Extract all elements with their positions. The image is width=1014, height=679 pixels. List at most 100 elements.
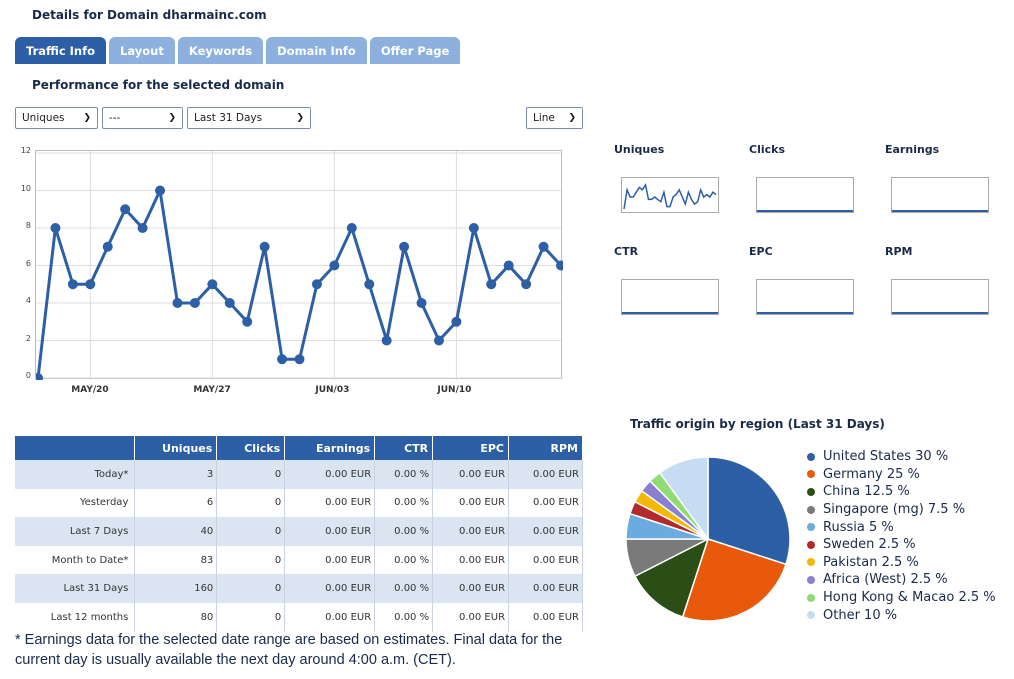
column-header: Earnings: [284, 436, 376, 460]
data-point[interactable]: [33, 373, 43, 383]
metric-select[interactable]: Uniques ❯: [15, 107, 98, 129]
pie-legend: United States 30 % Germany 25 % China 12.5…: [807, 448, 996, 624]
row-label: Last 12 months: [15, 602, 136, 632]
legend-dot-icon: [807, 540, 815, 549]
data-point[interactable]: [277, 354, 288, 365]
y-tick-label: 0: [25, 371, 31, 380]
data-point[interactable]: [224, 298, 235, 308]
performance-chart: [33, 150, 566, 383]
data-point[interactable]: [172, 298, 183, 308]
legend-label: Other 10 %: [823, 607, 898, 623]
legend-dot-icon: [807, 523, 815, 532]
mini-chart-ctr[interactable]: [621, 279, 719, 315]
date-range-select-value: Last 31 Days: [194, 112, 263, 124]
table-cell: 0: [216, 602, 286, 632]
tab-layout[interactable]: Layout: [109, 37, 175, 64]
x-tick-label: JUN/10: [437, 385, 472, 395]
chart-type-select[interactable]: Line ❯: [526, 107, 583, 129]
data-point[interactable]: [399, 241, 410, 252]
data-point[interactable]: [381, 335, 392, 346]
data-point[interactable]: [207, 279, 218, 290]
data-point[interactable]: [67, 279, 78, 290]
data-point[interactable]: [521, 279, 532, 290]
tab-offer-page[interactable]: Offer Page: [369, 37, 461, 64]
pie-slice[interactable]: [658, 456, 709, 542]
table-cell: 0.00 EUR: [508, 488, 583, 518]
data-point[interactable]: [486, 279, 497, 290]
data-point[interactable]: [311, 279, 322, 290]
data-point[interactable]: [451, 316, 462, 327]
table-cell: 0.00 EUR: [432, 602, 510, 632]
mini-chart-uniques[interactable]: [621, 177, 719, 213]
legend-label: Africa (West) 2.5 %: [823, 572, 948, 588]
table-cell: 0.00 EUR: [508, 460, 583, 489]
tab-keywords[interactable]: Keywords: [177, 37, 264, 64]
table-cell: 3: [134, 460, 218, 489]
table-cell: 0.00 EUR: [432, 517, 510, 546]
data-point[interactable]: [242, 316, 253, 327]
table-cell: 0.00 EUR: [284, 488, 376, 518]
data-point[interactable]: [468, 223, 479, 233]
row-label: Last 31 Days: [15, 574, 136, 603]
data-point[interactable]: [189, 298, 200, 308]
legend-dot-icon: [807, 452, 815, 461]
data-point[interactable]: [416, 298, 427, 308]
mini-chart-rpm[interactable]: [891, 279, 989, 315]
legend-dot-icon: [807, 575, 815, 584]
mini-chart-clicks[interactable]: [756, 177, 854, 213]
x-tick-label: MAY/27: [193, 385, 231, 395]
table-row: Last 7 Days 40 0 0.00 EUR 0.00 % 0.00 EUR 0.00…: [15, 517, 583, 546]
data-point[interactable]: [120, 204, 131, 215]
data-point[interactable]: [259, 241, 270, 252]
table-cell: 0.00 %: [374, 574, 434, 603]
legend-item: Sweden 2.5 %: [807, 536, 996, 554]
data-point[interactable]: [294, 354, 305, 365]
data-point[interactable]: [503, 260, 514, 271]
legend-item: Pakistan 2.5 %: [807, 554, 996, 572]
column-header: CTR: [374, 436, 434, 460]
tab-domain-info[interactable]: Domain Info: [266, 37, 367, 64]
pie-slice[interactable]: [633, 537, 710, 618]
table-cell: 0.00 EUR: [284, 602, 376, 632]
data-point[interactable]: [155, 185, 166, 196]
table-header-row: Uniques Clicks Earnings CTR EPC RPM: [15, 436, 583, 460]
table-cell: 0.00 EUR: [284, 517, 376, 546]
mini-label-ctr: CTR: [614, 245, 639, 258]
metric-select-value: Uniques: [22, 112, 65, 124]
table-cell: 6: [134, 488, 218, 518]
data-point[interactable]: [102, 241, 113, 252]
mini-chart-epc[interactable]: [756, 279, 854, 315]
data-point[interactable]: [50, 223, 61, 233]
table-cell: 160: [134, 574, 218, 603]
x-tick-label: JUN/03: [315, 385, 350, 395]
table-row: Month to Date* 83 0 0.00 EUR 0.00 % 0.00 EUR 0…: [15, 545, 583, 575]
table-cell: 0.00 %: [374, 545, 434, 575]
y-tick-label: 12: [20, 146, 31, 155]
mini-chart-earnings[interactable]: [891, 177, 989, 213]
compare-select[interactable]: --- ❯: [102, 107, 183, 129]
table-cell: 0: [216, 488, 286, 518]
data-point[interactable]: [433, 335, 444, 346]
mini-label-rpm: RPM: [885, 245, 913, 258]
legend-item: Hong Kong & Macao 2.5 %: [807, 589, 996, 607]
pie-slice[interactable]: [681, 538, 787, 622]
chevron-down-icon: ❯: [568, 113, 576, 123]
tab-traffic-info[interactable]: Traffic Info: [15, 37, 107, 64]
data-point[interactable]: [329, 260, 340, 271]
table-cell: 83: [134, 545, 218, 575]
line-chart-svg: [33, 151, 566, 383]
data-point[interactable]: [137, 223, 148, 233]
legend-label: Sweden 2.5 %: [823, 537, 916, 553]
legend-item: China 12.5 %: [807, 483, 996, 501]
data-point[interactable]: [346, 223, 357, 233]
mini-label-earnings: Earnings: [885, 143, 940, 156]
date-range-select[interactable]: Last 31 Days ❯: [187, 107, 311, 129]
data-point[interactable]: [85, 279, 96, 290]
legend-label: Germany 25 %: [823, 466, 920, 482]
pie-slice[interactable]: [707, 456, 791, 566]
data-point[interactable]: [538, 241, 549, 252]
mini-label-clicks: Clicks: [749, 143, 785, 156]
table-cell: 0: [216, 517, 286, 546]
data-point[interactable]: [364, 279, 375, 290]
mini-label-epc: EPC: [749, 245, 773, 258]
